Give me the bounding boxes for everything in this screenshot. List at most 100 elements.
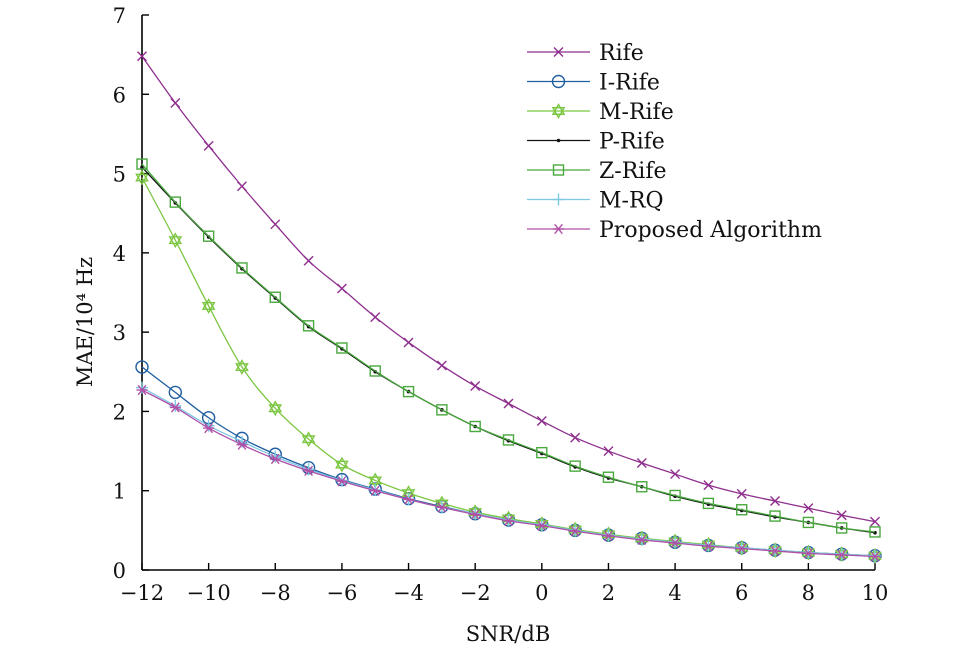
data-point-z-rife (269, 291, 281, 303)
data-point-proposed-algorithm (403, 494, 415, 505)
y-tick-label: 2 (113, 400, 126, 424)
data-point-z-rife (236, 262, 248, 274)
data-point-z-rife (869, 526, 881, 538)
data-point-z-rife (602, 471, 615, 483)
data-point-rife (403, 337, 414, 348)
data-point-rife (570, 432, 581, 443)
data-point-p-rife (140, 165, 144, 170)
data-point-rife (603, 446, 614, 457)
legend-item-z-rife: Z-Rife (527, 159, 666, 184)
data-point-z-rife (302, 320, 315, 332)
data-point-proposed-algorithm (802, 548, 814, 559)
legend-marker (552, 164, 565, 176)
data-point-z-rife (436, 404, 448, 416)
x-tick-label: 2 (602, 581, 615, 605)
series-rife (137, 51, 880, 527)
data-point-proposed-algorithm (203, 422, 215, 434)
legend-label: P-Rife (599, 130, 665, 155)
x-tick-label: 6 (735, 581, 748, 605)
data-point-m-rife (135, 169, 149, 186)
y-tick-label: 3 (113, 321, 126, 345)
data-point-z-rife (469, 420, 481, 433)
data-point-m-rife (235, 359, 249, 375)
data-point-i-rife (168, 385, 183, 400)
data-point-proposed-algorithm (636, 534, 648, 545)
data-point-proposed-algorithm (169, 402, 181, 413)
legend-item-rife: Rife (527, 41, 644, 66)
legend-marker (553, 223, 564, 235)
data-point-m-rq (269, 450, 282, 463)
data-point-proposed-algorithm (269, 453, 281, 465)
axes: −12 −10 −8 −6 −4 −2 0 2 4 6 8 10 0 1 2 3 4 5 6 7 (113, 4, 889, 605)
data-point-z-rife (169, 196, 182, 208)
legend-label: M-RQ (599, 189, 664, 214)
x-tick-label: −8 (260, 581, 291, 605)
x-tick-label: 8 (802, 581, 815, 605)
data-point-proposed-algorithm (136, 384, 148, 396)
legend-label: I-Rife (599, 71, 660, 96)
data-point-proposed-algorithm (436, 502, 448, 513)
legend-marker (552, 193, 565, 206)
data-point-z-rife (402, 385, 415, 398)
series-line-i-rife (141, 366, 876, 557)
data-point-z-rife (336, 342, 348, 354)
series-line-z-rife (141, 163, 876, 533)
data-point-proposed-algorithm (769, 545, 781, 557)
data-point-rife (536, 415, 547, 426)
data-point-proposed-algorithm (236, 439, 248, 450)
data-point-rife (236, 181, 247, 192)
data-point-proposed-algorithm (369, 485, 381, 496)
series-proposed-algorithm (136, 384, 881, 562)
y-tick-label: 5 (113, 163, 126, 187)
data-point-rife (836, 510, 847, 521)
data-point-m-rife (335, 456, 349, 473)
y-tick-label: 7 (113, 4, 126, 28)
data-point-rife (503, 398, 514, 409)
data-point-rife (436, 360, 447, 371)
data-point-m-rife (301, 431, 316, 448)
legend-item-p-rife: P-Rife (527, 130, 665, 155)
data-point-rife (270, 219, 281, 230)
data-point-rife (470, 381, 481, 392)
data-point-z-rife (202, 230, 215, 242)
data-point-i-rife (135, 360, 149, 374)
legend-marker (553, 47, 564, 57)
series-z-rife (136, 158, 881, 538)
data-point-rife (636, 457, 647, 468)
data-point-proposed-algorithm (536, 520, 548, 531)
x-axis-label: SNR/dB (466, 622, 551, 646)
legend-label: M-Rife (599, 100, 674, 125)
y-tick-label: 0 (113, 559, 126, 583)
legend-label: Z-Rife (599, 159, 666, 184)
data-point-rife (703, 480, 714, 491)
data-point-z-rife (636, 481, 648, 493)
data-point-rife (670, 469, 681, 480)
y-tick-label: 4 (113, 242, 126, 266)
data-point-proposed-algorithm (569, 526, 581, 537)
data-point-z-rife (769, 510, 781, 522)
data-point-rife (303, 255, 314, 266)
data-point-rife (137, 51, 147, 62)
y-tick-label: 6 (113, 83, 126, 107)
data-point-z-rife (502, 434, 515, 446)
data-point-z-rife (369, 365, 381, 377)
x-tick-label: −6 (326, 581, 357, 605)
data-point-rife (770, 496, 781, 507)
data-point-z-rife (536, 446, 548, 459)
legend-label: Rife (599, 41, 644, 66)
x-tick-label: 0 (535, 581, 548, 605)
data-point-z-rife (702, 497, 715, 510)
x-tick-label: −4 (393, 581, 424, 605)
data-point-proposed-algorithm (336, 476, 348, 487)
data-point-z-rife (802, 516, 815, 529)
data-point-m-rife (201, 298, 216, 314)
data-point-m-rife (368, 472, 383, 489)
x-tick-label: 4 (668, 581, 681, 605)
legend: Rife I-Rife M-Rife P-Rife Z-Rife M-RQ Proposed… (527, 41, 822, 243)
data-point-rife (870, 516, 880, 527)
data-point-z-rife (835, 522, 848, 534)
data-point-m-rife (268, 400, 283, 417)
data-point-z-rife (569, 460, 581, 472)
series-layer (135, 51, 882, 564)
